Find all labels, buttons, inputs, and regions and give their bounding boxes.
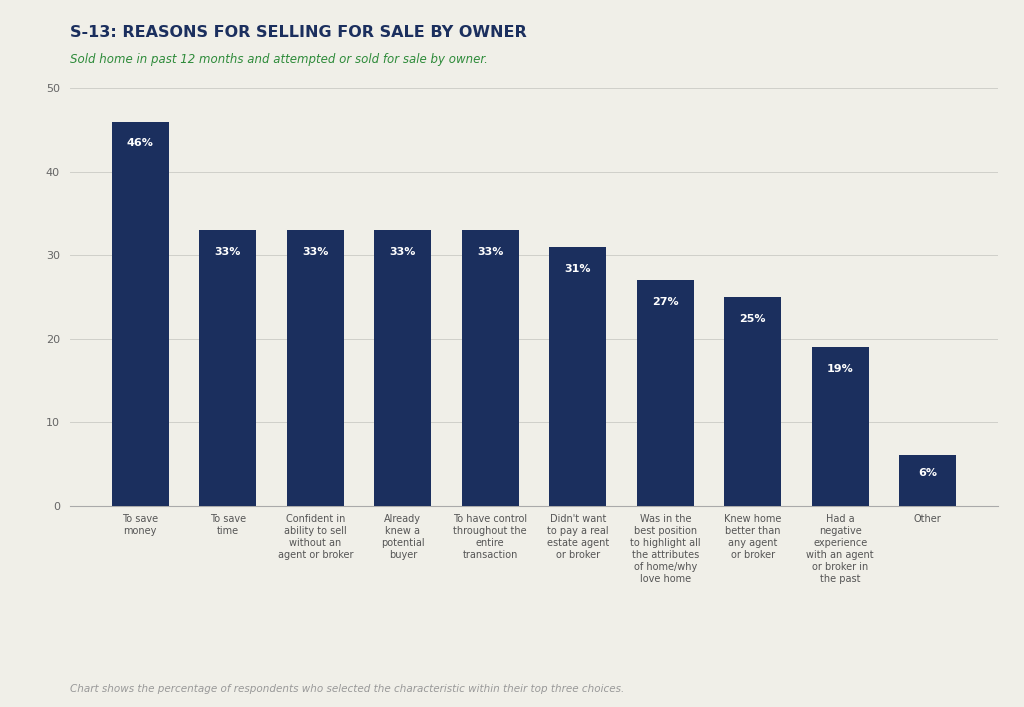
Bar <box>549 247 606 506</box>
Text: Chart shows the percentage of respondents who selected the characteristic within: Chart shows the percentage of respondent… <box>70 684 624 694</box>
Text: 33%: 33% <box>215 247 241 257</box>
Bar <box>375 230 431 506</box>
Text: 6%: 6% <box>919 468 937 478</box>
Text: 27%: 27% <box>652 297 679 307</box>
Text: 33%: 33% <box>477 247 504 257</box>
Bar <box>200 230 256 506</box>
Bar <box>637 280 693 506</box>
Text: 25%: 25% <box>739 314 766 324</box>
Bar <box>462 230 519 506</box>
Text: 46%: 46% <box>127 139 154 148</box>
Bar <box>724 297 781 506</box>
Bar <box>812 347 868 506</box>
Text: 19%: 19% <box>826 363 854 374</box>
Text: S-13: REASONS FOR SELLING FOR SALE BY OWNER: S-13: REASONS FOR SELLING FOR SALE BY OW… <box>70 25 526 40</box>
Bar <box>287 230 344 506</box>
Text: 31%: 31% <box>564 264 591 274</box>
Text: 33%: 33% <box>302 247 329 257</box>
Text: Sold home in past 12 months and attempted or sold for sale by owner.: Sold home in past 12 months and attempte… <box>70 53 487 66</box>
Bar <box>112 122 169 506</box>
Bar <box>899 455 956 506</box>
Text: 33%: 33% <box>389 247 416 257</box>
